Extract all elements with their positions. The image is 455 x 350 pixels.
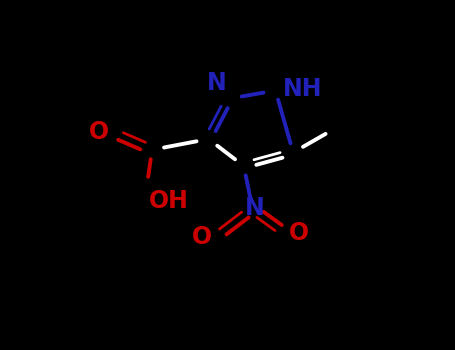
Text: O: O (192, 225, 212, 250)
Text: NH: NH (283, 77, 323, 101)
Text: OH: OH (148, 189, 188, 214)
Text: N: N (244, 196, 264, 220)
Text: N: N (207, 71, 226, 94)
Text: O: O (89, 120, 109, 144)
Text: O: O (289, 221, 309, 245)
